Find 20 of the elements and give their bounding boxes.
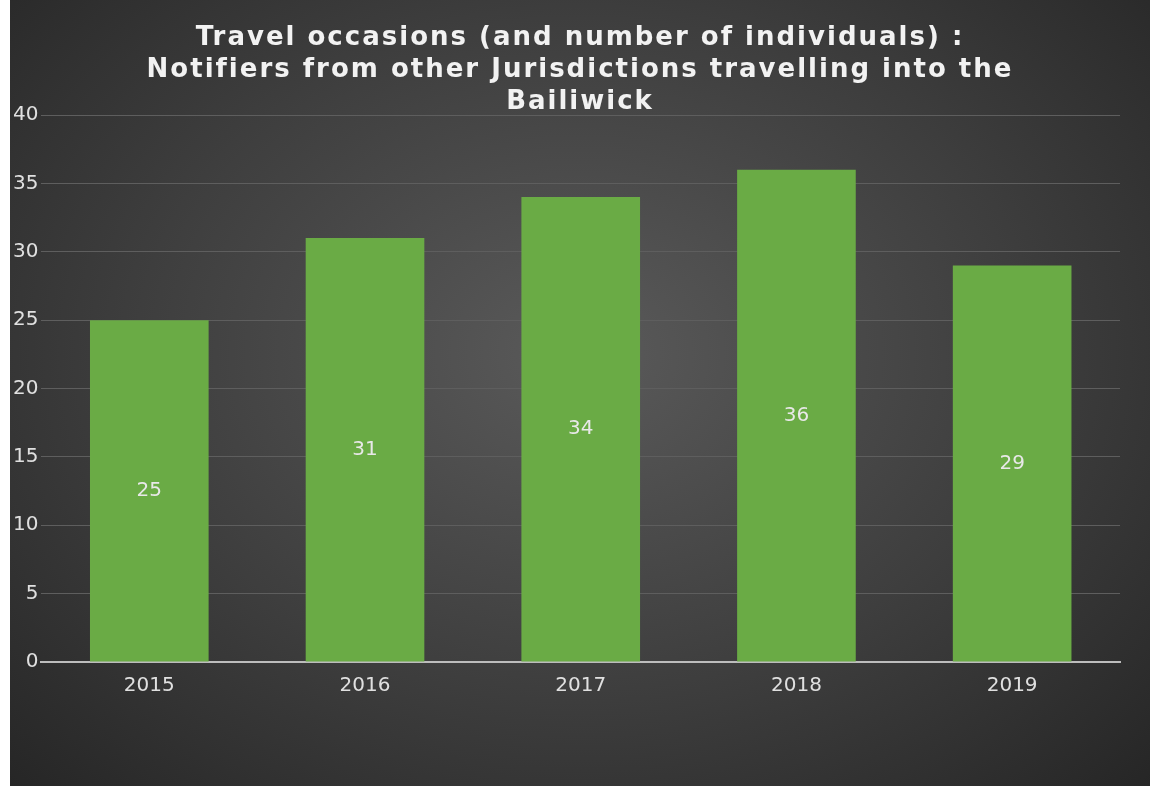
x-tick-label: 2017 xyxy=(555,672,607,697)
y-tick-label: 40 xyxy=(13,101,39,126)
data-label: 25 xyxy=(136,477,163,502)
data-label: 31 xyxy=(352,435,378,460)
x-tick-label: 2018 xyxy=(770,672,822,697)
y-tick-label: 10 xyxy=(13,511,39,536)
y-tick-label: 30 xyxy=(13,237,39,262)
x-tick-label: 2019 xyxy=(986,672,1038,697)
data-label: 36 xyxy=(783,401,810,426)
y-tick-label: 0 xyxy=(25,648,39,673)
y-tick-label: 35 xyxy=(13,169,39,194)
chart-title: Travel occasions (and number of individuals) : Notifiers from other Jurisdictions travelling into the Bailiwick xyxy=(145,20,1015,116)
y-tick-label: 5 xyxy=(25,579,39,604)
data-label: 34 xyxy=(568,415,594,440)
x-tick-label: 2016 xyxy=(339,672,391,697)
data-label: 29 xyxy=(999,449,1025,474)
y-tick-label: 20 xyxy=(13,374,39,399)
y-tick-label: 15 xyxy=(13,443,39,468)
y-tick-label: 25 xyxy=(13,306,39,331)
x-tick-label: 2015 xyxy=(123,672,175,697)
